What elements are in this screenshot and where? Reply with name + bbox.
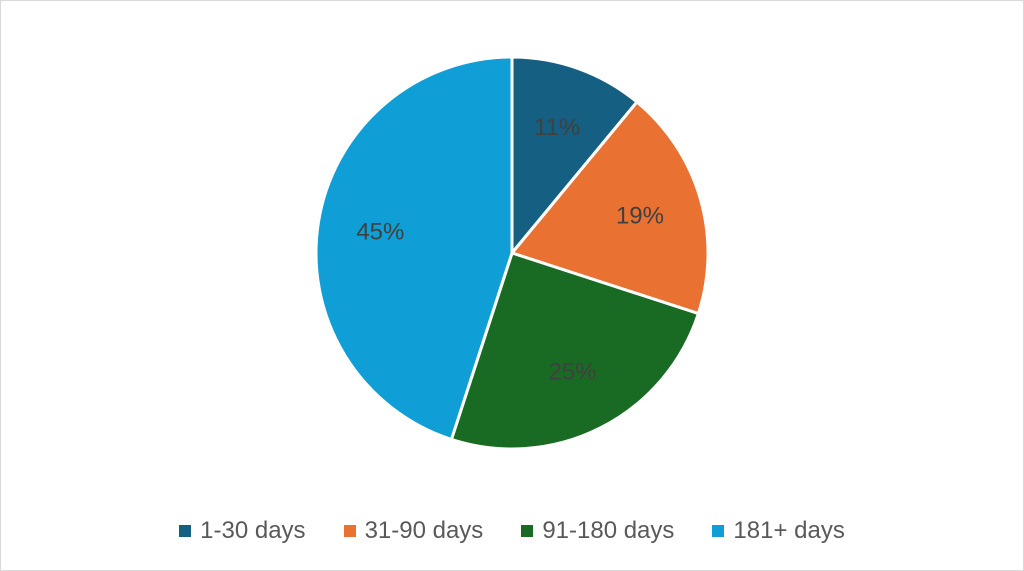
legend-item-2: 31-90 days <box>343 517 484 545</box>
legend-swatch <box>521 525 534 537</box>
pie-slice-3 <box>449 251 701 451</box>
data-label-3: 25% <box>548 358 596 385</box>
data-label-2: 19% <box>616 202 664 229</box>
pie-slice-4 <box>314 55 514 442</box>
legend-item-3: 91-180 days <box>521 517 674 545</box>
legend-swatch <box>343 525 356 537</box>
legend-swatch <box>179 525 192 537</box>
legend-item-4: 181+ days <box>712 517 845 545</box>
legend-label: 1-30 days <box>200 517 306 544</box>
legend-label: 181+ days <box>733 517 845 544</box>
legend-label: 31-90 days <box>364 517 484 544</box>
legend-item-1: 1-30 days <box>179 517 306 545</box>
pie-slices <box>314 55 710 451</box>
legend-label: 91-180 days <box>542 517 675 544</box>
pie-slice-1 <box>510 55 640 258</box>
pie-slice-2 <box>509 99 710 316</box>
data-labels: 11% 19% 25% 45% <box>356 114 664 385</box>
legend-swatch <box>712 525 725 537</box>
legend: 1-30 days 31-90 days 91-180 days 181+ days <box>0 513 1024 549</box>
data-label-4: 45% <box>356 219 404 246</box>
data-label-1: 11% <box>534 114 580 141</box>
